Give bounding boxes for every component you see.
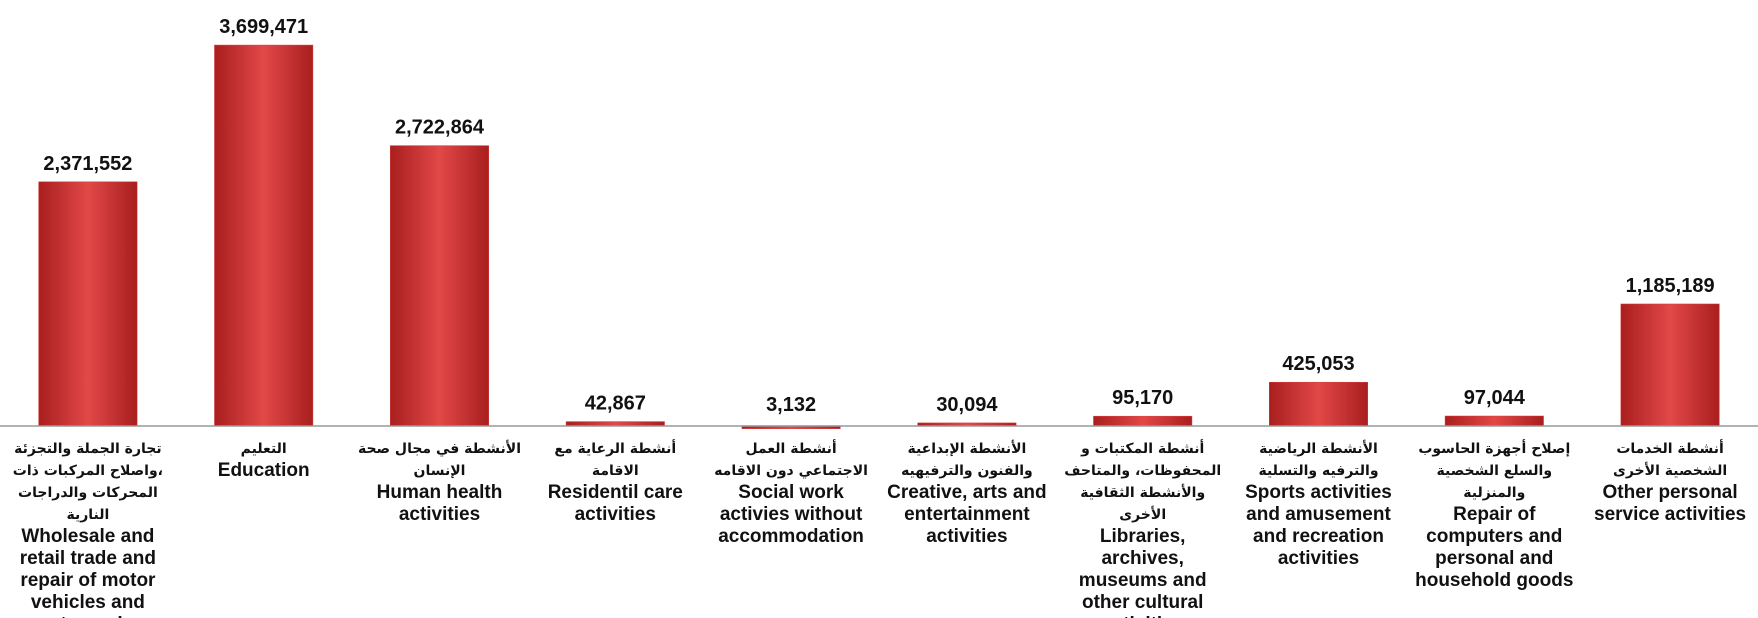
category-label-en: Social work activies without accommodati… — [718, 482, 864, 547]
bar — [38, 181, 138, 427]
category-label-en: Residentil care activities — [547, 482, 683, 525]
category-label-en: Creative, arts and entertainment activit… — [887, 482, 1047, 547]
category-label-en: Human health activities — [376, 482, 503, 525]
category-label-ar: أنشطة المكتبات و المحفوظات، والمتاحف وال… — [1064, 441, 1222, 523]
bar — [1093, 415, 1193, 427]
bar — [1269, 381, 1368, 427]
category-label-ar: الأنشطة في مجال صحة الإنسان — [357, 441, 522, 479]
category-label-ar: إصلاح أجهزة الحاسوب والسلع الشخصية والمن… — [1418, 441, 1571, 501]
category-label-ar: التعليم — [240, 441, 287, 457]
value-label: 2,722,864 — [395, 117, 485, 139]
value-label: 97,044 — [1464, 387, 1526, 409]
category-label: التعليم Education — [176, 438, 352, 482]
category-label-en: Sports activities and amusement and recr… — [1245, 482, 1392, 569]
category-label-en: Repair of computers and personal and hou… — [1415, 504, 1574, 591]
category-label-ar: أنشطة العمل الاجتماعي دون الاقامه — [714, 441, 868, 479]
category-label-en: Other personal service activities — [1594, 482, 1747, 525]
bar — [214, 44, 314, 427]
category-label: الأنشطة في مجال صحة الإنسان Human health … — [352, 438, 528, 526]
bar — [1444, 415, 1544, 427]
value-label: 30,094 — [936, 394, 998, 416]
category-label: تجارة الجملة والتجزئة ،واصلاح المركبات ذ… — [0, 438, 176, 618]
category-label-en: Wholesale and retail trade and repair of… — [19, 526, 156, 618]
value-label: 425,053 — [1282, 353, 1354, 375]
category-label: أنشطة الرعاية مع الاقامة Residentil care … — [527, 438, 703, 526]
bar — [1620, 303, 1720, 427]
category-label: إصلاح أجهزة الحاسوب والسلع الشخصية والمن… — [1406, 438, 1582, 592]
category-label-ar: الأنشطة الرياضية والترفيه والتسلية — [1258, 441, 1379, 479]
value-label: 3,132 — [766, 394, 816, 416]
value-label: 2,371,552 — [43, 153, 132, 175]
bar — [390, 145, 489, 427]
category-label: أنشطة المكتبات و المحفوظات، والمتاحف وال… — [1055, 438, 1231, 618]
value-label: 95,170 — [1112, 387, 1173, 409]
category-label-ar: الأنشطة الإبداعية والفنون والترفيهيه — [901, 441, 1033, 479]
value-label: 3,699,471 — [219, 16, 308, 38]
value-label: 1,185,189 — [1626, 275, 1715, 297]
category-label-ar: تجارة الجملة والتجزئة ،واصلاح المركبات ذ… — [12, 441, 163, 523]
category-label-en: Education — [217, 460, 310, 481]
category-label-ar: أنشطة الرعاية مع الاقامة — [554, 441, 677, 479]
category-label-ar: أنشطة الخدمات الشخصية الأخرى — [1613, 441, 1728, 479]
category-label: أنشطة الخدمات الشخصية الأخرى Other person… — [1582, 438, 1758, 526]
category-label: أنشطة العمل الاجتماعي دون الاقامه Social … — [703, 438, 879, 548]
value-label: 42,867 — [585, 393, 646, 415]
category-label-en: Libraries, archives, museums and other c… — [1078, 526, 1207, 618]
category-label: الأنشطة الرياضية والترفيه والتسلية Sports… — [1231, 438, 1407, 570]
category-label: الأنشطة الإبداعية والفنون والترفيهيه Crea… — [879, 438, 1055, 548]
